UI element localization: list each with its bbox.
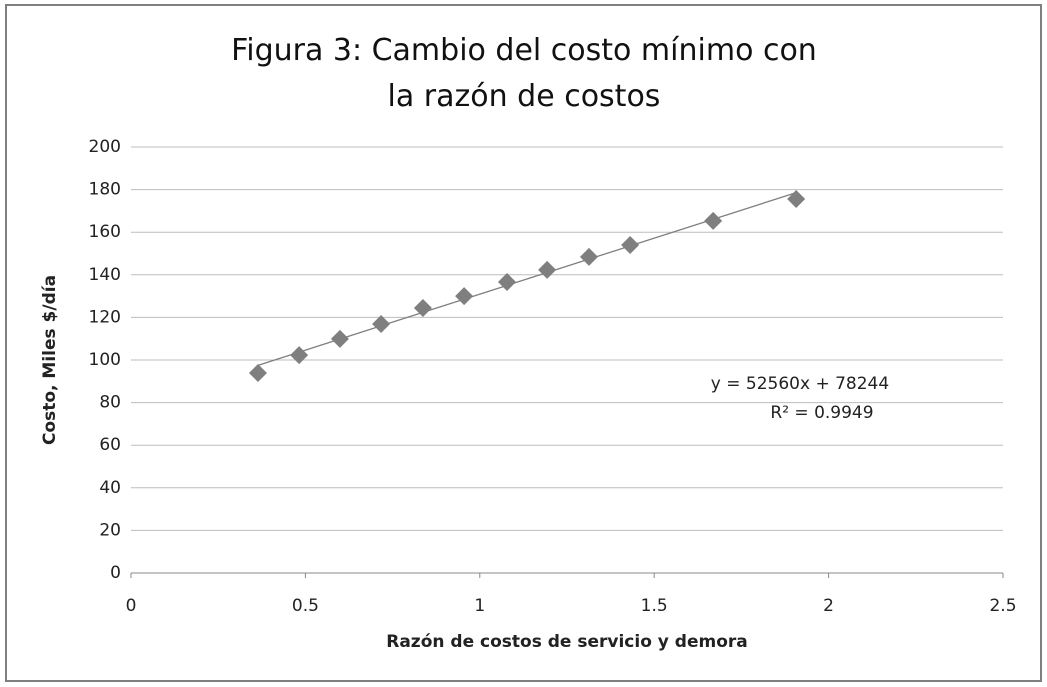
point (455, 287, 474, 306)
y-tick-label: 40 (99, 478, 121, 498)
point (579, 247, 598, 266)
point (621, 235, 640, 254)
y-tick-label: 0 (110, 563, 121, 583)
trendline-r-squared: R² = 0.9949 (770, 403, 873, 423)
y-tick-label: 180 (89, 180, 121, 200)
y-tick-label: 200 (89, 137, 121, 157)
x-tick-label: 1 (474, 596, 485, 616)
chart-title: Figura 3: Cambio del costo mínimo con la… (231, 33, 817, 114)
y-tick-label: 160 (89, 222, 121, 242)
y-tick-label: 120 (89, 307, 121, 327)
point (248, 363, 267, 382)
point (498, 273, 517, 292)
trendline-equation: y = 52560x + 78244 (711, 374, 889, 394)
point (704, 211, 723, 230)
y-tick-label: 140 (89, 265, 121, 285)
x-axis-label: Razón de costos de servicio y demora (386, 632, 748, 652)
chart-border (5, 4, 1042, 682)
x-tick-label: 1.5 (641, 596, 668, 616)
y-axis-label: Costo, Miles $/día (40, 275, 60, 445)
x-tick-label: 2.5 (989, 596, 1016, 616)
y-tick-label: 100 (89, 350, 121, 370)
point (330, 329, 349, 348)
point (290, 346, 309, 365)
point (413, 299, 432, 318)
point (538, 260, 557, 279)
y-tick-label: 80 (99, 393, 121, 413)
point (787, 189, 806, 208)
x-tick-label: 2 (823, 596, 834, 616)
y-tick-label: 60 (99, 435, 121, 455)
point (372, 315, 391, 334)
x-tick-label: 0 (126, 596, 137, 616)
x-tick-label: 0.5 (292, 596, 319, 616)
y-tick-label: 20 (99, 520, 121, 540)
